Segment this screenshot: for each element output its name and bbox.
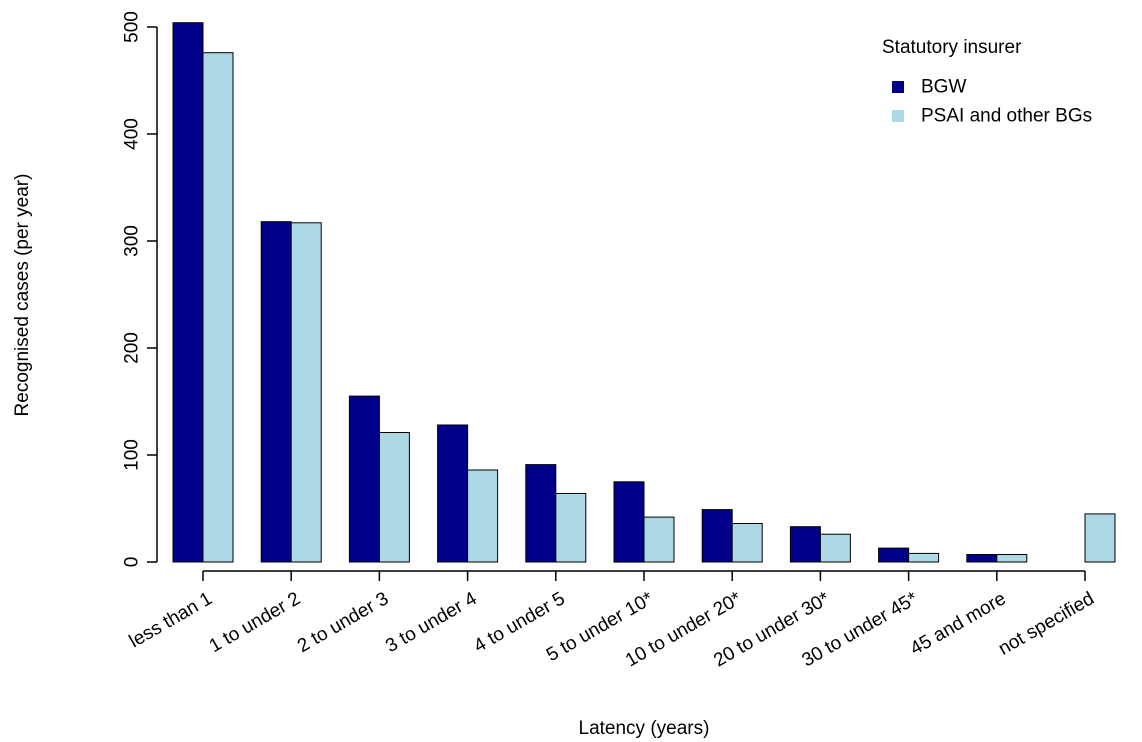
bar-bgw-8 (878, 547, 910, 563)
y-tick-label: 200 (122, 332, 143, 364)
bar-bgw-9 (966, 554, 998, 563)
legend-label-1: PSAI and other BGs (921, 106, 1092, 127)
bar-psai-7 (819, 533, 851, 563)
bars-group (172, 22, 1116, 563)
x-axis-title: Latency (years) (579, 718, 710, 739)
bar-psai-6 (731, 523, 763, 563)
y-tick-label: 100 (122, 439, 143, 471)
bar-bgw-3 (437, 424, 469, 563)
legend-swatch-1 (892, 110, 904, 122)
legend: Statutory insurer BGW PSAI and other BGs (882, 37, 1092, 127)
bar-psai-9 (996, 554, 1028, 563)
y-tick-label: 400 (122, 118, 143, 150)
bar-psai-1 (290, 222, 322, 563)
y-tick-label: 300 (122, 225, 143, 257)
y-axis-title: Recognised cases (per year) (12, 174, 33, 417)
bar-psai-4 (555, 493, 587, 563)
x-tick-label: 2 to under 3 (294, 588, 392, 657)
legend-label-0: BGW (921, 77, 966, 98)
x-tick-label: not specified (995, 588, 1098, 660)
bar-psai-2 (378, 432, 410, 563)
x-tick-label: 3 to under 4 (382, 588, 481, 657)
bar-psai-10 (1084, 513, 1116, 563)
bar-bgw-0 (172, 22, 204, 563)
bar-psai-5 (643, 516, 675, 563)
y-axis: 0 100 200 300 400 500 (122, 11, 158, 567)
bar-bgw-4 (525, 464, 557, 563)
bar-bgw-6 (701, 509, 733, 563)
bar-psai-8 (908, 552, 940, 563)
x-tick-label: 1 to under 2 (206, 588, 304, 657)
y-tick-label: 0 (122, 557, 143, 568)
bar-psai-0 (202, 52, 234, 563)
x-tick-label: less than 1 (126, 588, 216, 652)
y-tick-label: 500 (122, 11, 143, 43)
legend-swatch-0 (892, 81, 904, 93)
bar-bgw-5 (613, 481, 645, 563)
bar-psai-3 (467, 469, 499, 563)
bar-bgw-7 (789, 526, 821, 563)
x-tick-label: 45 and more (907, 588, 1010, 660)
x-axis: less than 11 to under 22 to under 33 to … (126, 570, 1098, 671)
bar-bgw-2 (348, 395, 380, 563)
bar-bgw-1 (260, 221, 292, 563)
legend-title: Statutory insurer (882, 37, 1022, 58)
